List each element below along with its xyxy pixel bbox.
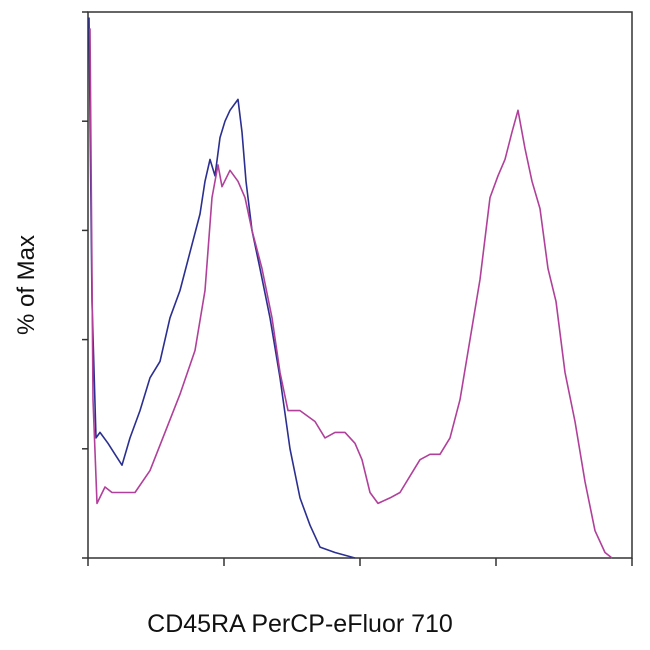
histogram-curve [88, 17, 356, 559]
histogram-curve [89, 28, 613, 559]
plot-frame [87, 11, 633, 559]
x-axis-label: CD45RA PerCP-eFluor 710 [147, 610, 453, 638]
y-axis-label: % of Max [13, 235, 40, 335]
